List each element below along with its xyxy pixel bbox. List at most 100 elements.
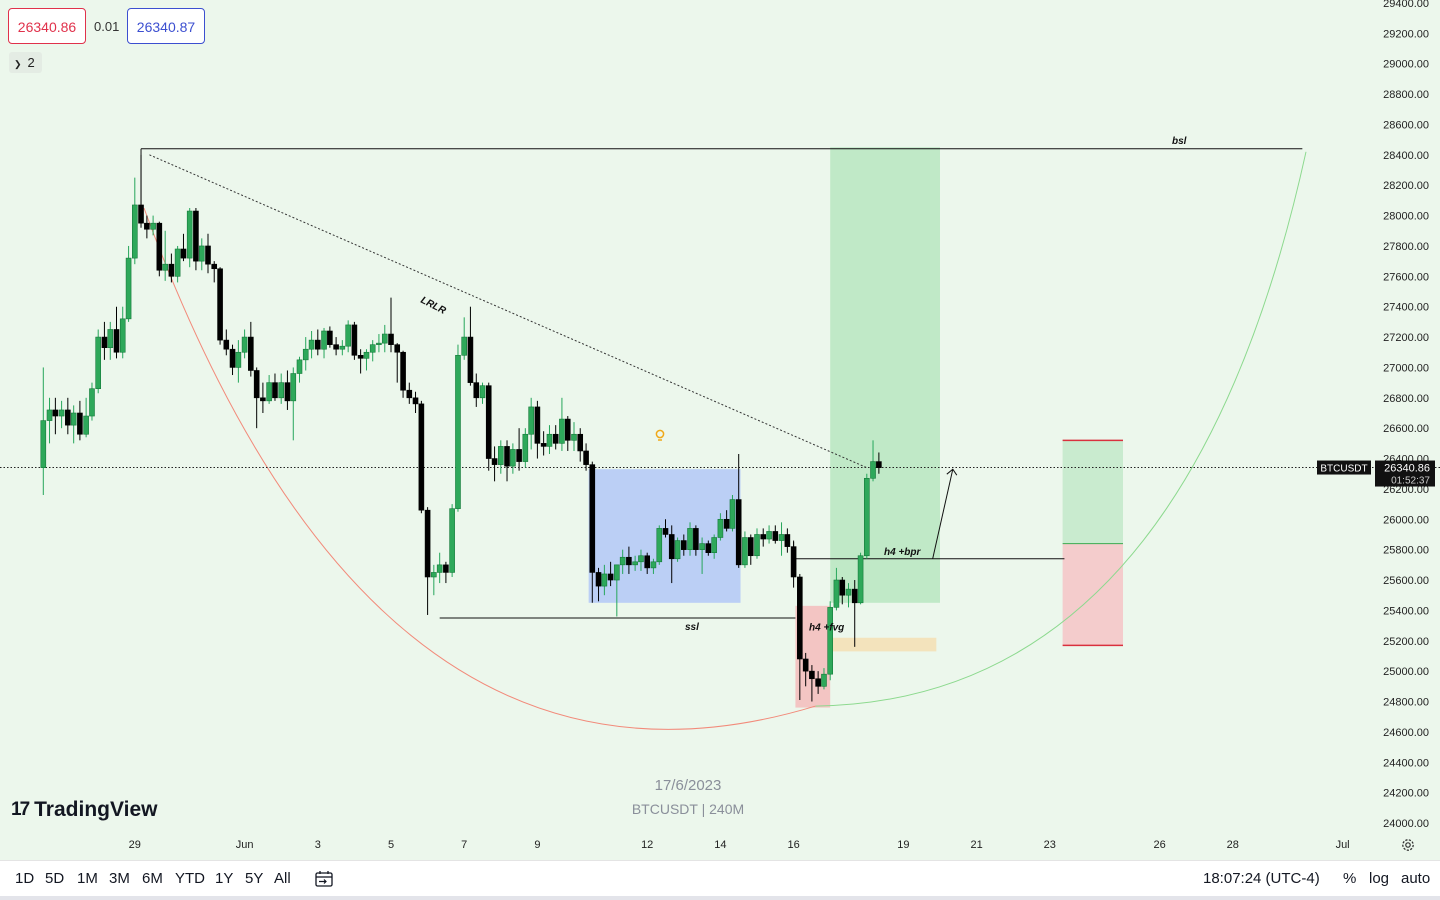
sell-price-button[interactable]: 26340.86 bbox=[8, 8, 86, 44]
calendar-range-icon[interactable] bbox=[314, 869, 334, 889]
price-tick-label: 27000.00 bbox=[1383, 362, 1429, 374]
candle-body bbox=[144, 222, 150, 230]
lrlr-label: LRLR bbox=[419, 295, 448, 317]
candle-body bbox=[571, 433, 577, 441]
price-tick-label: 27200.00 bbox=[1383, 332, 1429, 344]
position-profit-zone bbox=[1062, 440, 1123, 544]
candle-body bbox=[272, 382, 278, 399]
candle-body bbox=[802, 658, 809, 672]
candle-body bbox=[70, 412, 77, 426]
time-tick-label: 9 bbox=[534, 839, 540, 851]
candle-body bbox=[314, 339, 321, 350]
time-tick-label: Jun bbox=[236, 839, 254, 851]
price-tick-label: 24200.00 bbox=[1383, 788, 1429, 800]
buy-price-button[interactable]: 26340.87 bbox=[127, 8, 205, 44]
candle-body bbox=[150, 222, 156, 230]
target-zone bbox=[830, 147, 940, 603]
candle-body bbox=[760, 534, 767, 540]
candle-body bbox=[699, 543, 705, 550]
candle-body bbox=[436, 564, 443, 573]
candle-body bbox=[369, 344, 376, 353]
chart-area[interactable]: bsl ssl h4 +bpr h4 +fvg LRLR 29400.00 29200.0… bbox=[0, 0, 1440, 860]
candle-body bbox=[528, 406, 534, 435]
timeframe-1d-button[interactable]: 1D bbox=[15, 870, 35, 887]
axis-layer: 29400.00 29200.00 29000.00 28800.00 28600.00… bbox=[129, 0, 1435, 851]
candle-body bbox=[156, 222, 163, 271]
candles-layer bbox=[40, 154, 882, 702]
price-tick-label: 29200.00 bbox=[1383, 28, 1429, 40]
candle-body bbox=[333, 344, 339, 350]
indicators-toggle-button[interactable]: ❯ 2 bbox=[9, 52, 42, 73]
price-tick-label: 25600.00 bbox=[1383, 575, 1429, 587]
candle-body bbox=[266, 382, 272, 402]
timeframe-ytd-button[interactable]: YTD bbox=[175, 870, 205, 887]
candle-body bbox=[583, 450, 589, 465]
candle-body bbox=[735, 499, 742, 566]
price-chart[interactable]: bsl ssl h4 +bpr h4 +fvg LRLR 29400.00 29200.0… bbox=[0, 0, 1440, 860]
candle-body bbox=[125, 257, 132, 320]
candle-body bbox=[711, 537, 717, 553]
candle-body bbox=[797, 576, 803, 660]
position-loss-zone bbox=[1062, 543, 1123, 646]
candle-body bbox=[479, 385, 486, 399]
time-tick-label: 21 bbox=[970, 839, 982, 851]
candle-body bbox=[742, 537, 748, 566]
timeframe-all-button[interactable]: All bbox=[274, 870, 291, 887]
price-tick-label: 25400.00 bbox=[1383, 605, 1429, 617]
candle-body bbox=[278, 382, 285, 399]
candle-body bbox=[491, 458, 498, 465]
candle-body bbox=[241, 336, 248, 353]
candle-body bbox=[308, 339, 315, 350]
candle-body bbox=[95, 336, 101, 389]
timeframe-5y-button[interactable]: 5Y bbox=[245, 870, 264, 887]
candle-body bbox=[455, 354, 461, 509]
tradingview-logo[interactable]: 17 TradingView bbox=[11, 797, 157, 823]
symbol-tag: BTCUSDT bbox=[1320, 464, 1367, 475]
candle-body bbox=[497, 446, 504, 465]
timeframe-5d-button[interactable]: 5D bbox=[45, 870, 65, 887]
candle-body bbox=[376, 342, 382, 345]
candle-body bbox=[516, 449, 522, 462]
candle-body bbox=[406, 389, 413, 399]
candle-body bbox=[845, 588, 852, 596]
price-tick-label: 26000.00 bbox=[1383, 514, 1429, 526]
candle-body bbox=[534, 406, 541, 444]
candle-body bbox=[614, 564, 620, 581]
timeframe-6m-button[interactable]: 6M bbox=[142, 870, 163, 887]
candle-body bbox=[180, 248, 187, 259]
gear-icon[interactable] bbox=[1400, 837, 1416, 853]
candle-body bbox=[235, 351, 242, 368]
candle-body bbox=[589, 464, 596, 573]
candle-body bbox=[113, 329, 120, 353]
timezone-clock[interactable]: 18:07:24 (UTC-4) bbox=[1203, 870, 1320, 887]
candle-body bbox=[784, 534, 791, 547]
zones-layer bbox=[588, 147, 1123, 708]
candle-body bbox=[705, 543, 712, 553]
timeframe-1y-button[interactable]: 1Y bbox=[215, 870, 234, 887]
candle-body bbox=[186, 210, 193, 259]
tradingview-logo-text: TradingView bbox=[34, 798, 158, 821]
percent-scale-button[interactable]: % bbox=[1343, 870, 1357, 887]
candle-body bbox=[443, 564, 449, 573]
candle-body bbox=[510, 449, 516, 467]
log-scale-button[interactable]: log bbox=[1369, 870, 1390, 887]
auto-scale-button[interactable]: auto bbox=[1401, 870, 1431, 887]
candle-body bbox=[211, 263, 218, 270]
candle-body bbox=[809, 670, 815, 680]
candle-body bbox=[577, 433, 584, 452]
candle-body bbox=[839, 579, 846, 596]
candle-body bbox=[772, 531, 779, 541]
candle-body bbox=[290, 373, 297, 402]
timeframe-3m-button[interactable]: 3M bbox=[109, 870, 130, 887]
candle-body bbox=[351, 324, 358, 356]
candle-body bbox=[674, 540, 681, 560]
candle-body bbox=[138, 204, 144, 224]
price-tick-label: 26800.00 bbox=[1383, 393, 1429, 405]
candle-body bbox=[656, 528, 663, 563]
ssl-label: ssl bbox=[685, 622, 699, 633]
candle-body bbox=[467, 336, 474, 383]
candle-body bbox=[504, 446, 510, 467]
price-tick-label: 24600.00 bbox=[1383, 727, 1429, 739]
timeframe-1m-button[interactable]: 1M bbox=[77, 870, 98, 887]
time-tick-label: 28 bbox=[1227, 839, 1239, 851]
